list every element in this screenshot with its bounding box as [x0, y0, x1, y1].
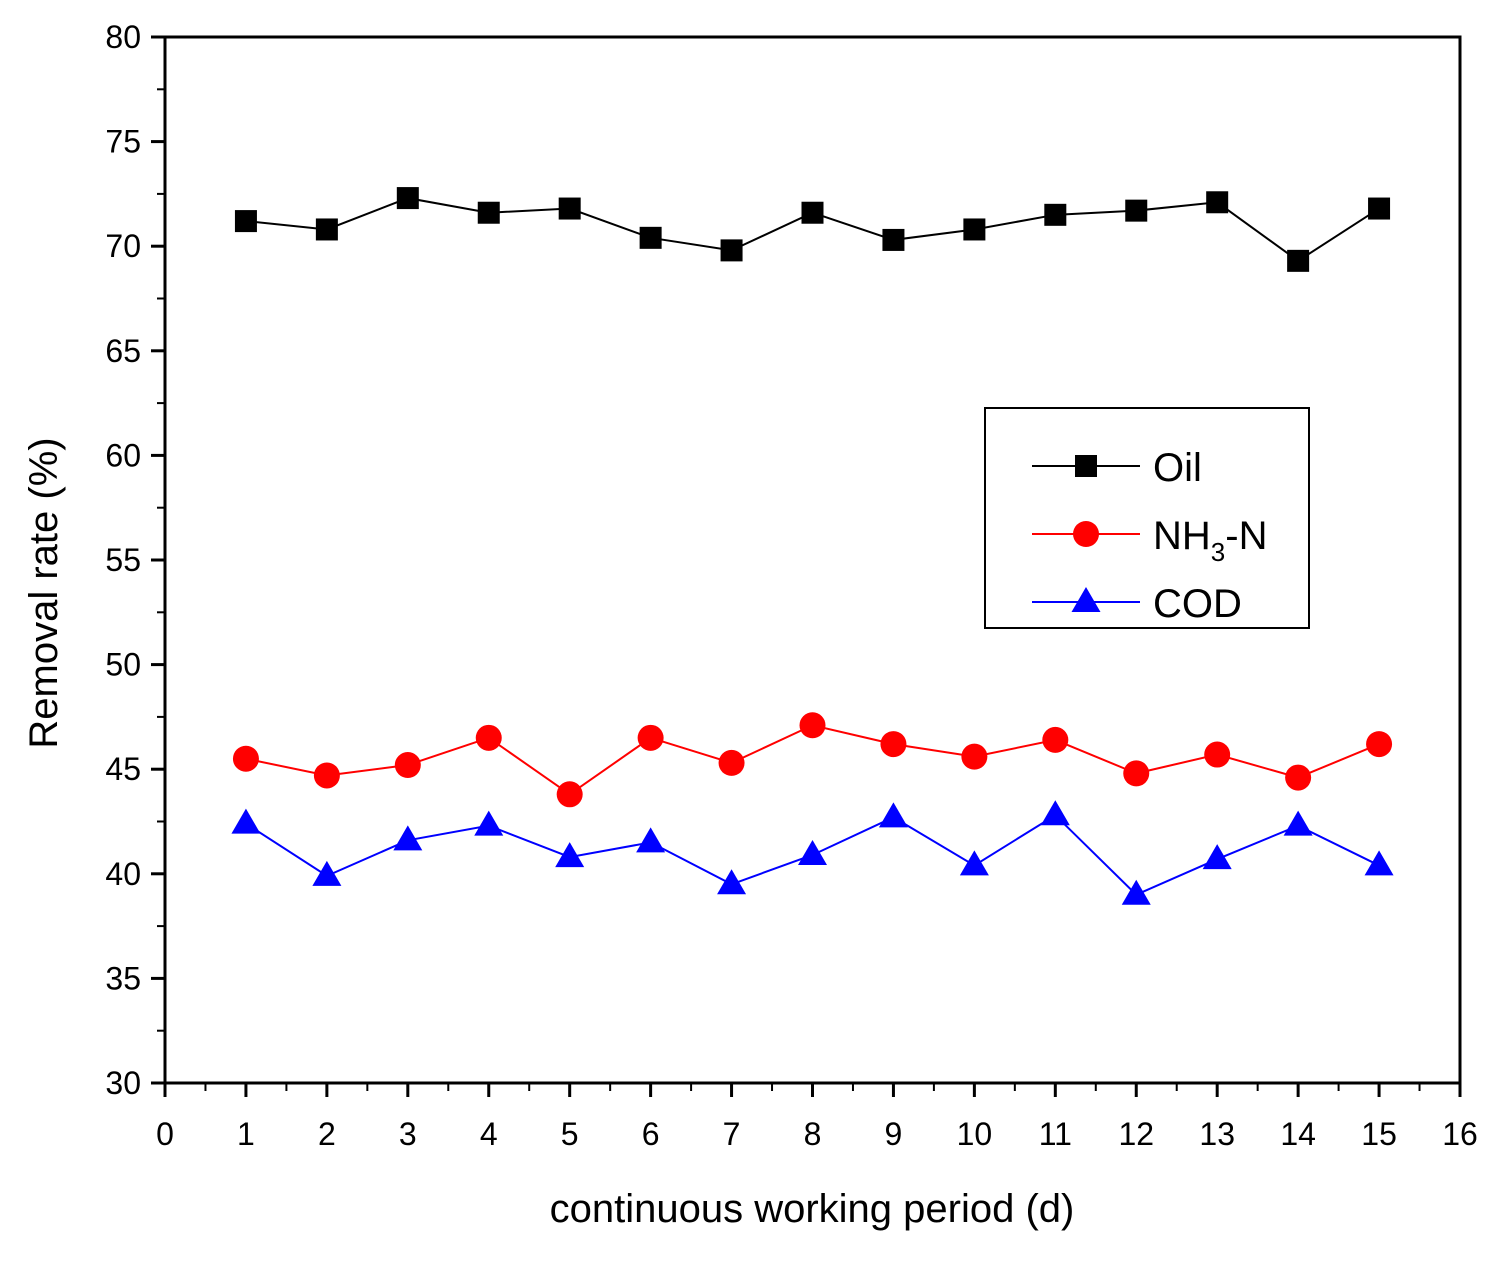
data-point-oil [1125, 199, 1148, 222]
legend-item-oil: Oil [1032, 446, 1202, 490]
legend-items: Oil NH3-N COD [1032, 446, 1267, 626]
data-point-nh3-n [475, 724, 502, 751]
legend-marker-cod [1071, 587, 1101, 612]
series-layer [231, 187, 1394, 905]
data-point-nh3-n [637, 724, 664, 751]
data-point-cod [1202, 844, 1232, 870]
data-point-nh3-n [1204, 741, 1231, 768]
data-point-nh3-n [799, 712, 826, 739]
legend: Oil NH3-N COD [984, 407, 1310, 629]
x-tick-label: 0 [156, 1116, 174, 1152]
legend-marker-nh3-n [1073, 521, 1099, 547]
data-point-oil [477, 201, 500, 224]
axis-tick-labels: 0 1 2 3 4 5 6 7 8 9 10 11 12 13 14 15 163035404550556065… [105, 19, 1477, 1152]
x-tick-label: 3 [399, 1116, 417, 1152]
data-point-cod [798, 839, 827, 865]
data-point-oil [720, 239, 743, 262]
legend-label-oil: Oil [1153, 446, 1202, 490]
data-point-cod [231, 808, 261, 834]
data-point-cod [393, 825, 423, 851]
data-point-oil [558, 197, 581, 220]
data-point-nh3-n [394, 752, 421, 779]
data-point-nh3-n [961, 743, 988, 770]
y-tick-label: 60 [105, 437, 141, 473]
data-point-cod [474, 810, 504, 836]
legend-label-nh3-n: NH3-N [1153, 514, 1267, 567]
data-point-oil [882, 228, 905, 251]
y-tick-label: 55 [105, 542, 141, 578]
data-point-cod [717, 869, 747, 895]
x-tick-label: 14 [1280, 1116, 1316, 1152]
y-tick-label: 65 [105, 333, 141, 369]
data-point-cod [1121, 879, 1151, 905]
data-point-cod [636, 827, 666, 853]
y-tick-label: 75 [105, 124, 141, 160]
legend-frame [984, 407, 1310, 629]
x-tick-label: 5 [561, 1116, 579, 1152]
data-point-cod [1040, 800, 1070, 826]
data-point-oil [1368, 197, 1391, 220]
data-point-oil [801, 201, 824, 224]
data-point-nh3-n [880, 731, 907, 758]
data-point-cod [878, 802, 908, 828]
x-axis-title: continuous working period (d) [550, 1187, 1075, 1231]
data-point-oil [1287, 249, 1310, 272]
data-point-oil [639, 226, 662, 249]
y-tick-label: 70 [105, 228, 141, 264]
y-tick-label: 35 [105, 960, 141, 996]
data-point-nh3-n [1366, 731, 1393, 758]
data-point-oil [315, 218, 338, 241]
x-tick-label: 16 [1442, 1116, 1478, 1152]
x-tick-label: 2 [318, 1116, 336, 1152]
series-cod [231, 800, 1394, 905]
data-point-nh3-n [1042, 726, 1069, 753]
data-point-cod [959, 850, 989, 876]
legend-item-nh3-n: NH3-N [1032, 514, 1267, 567]
x-tick-label: 13 [1199, 1116, 1235, 1152]
data-point-oil [396, 187, 419, 210]
x-tick-label: 4 [480, 1116, 498, 1152]
data-point-nh3-n [232, 745, 259, 772]
y-tick-label: 50 [105, 647, 141, 683]
x-tick-label: 10 [957, 1116, 993, 1152]
legend-label-main: NH [1153, 514, 1211, 558]
data-point-oil [1044, 203, 1067, 226]
data-point-nh3-n [1285, 764, 1312, 791]
data-point-nh3-n [313, 762, 340, 789]
legend-label-main: Oil [1153, 446, 1202, 490]
y-tick-label: 40 [105, 856, 141, 892]
data-point-cod [312, 860, 342, 886]
data-point-nh3-n [556, 781, 583, 808]
x-tick-label: 11 [1039, 1116, 1072, 1152]
x-tick-label: 1 [237, 1116, 255, 1152]
data-point-oil [1206, 191, 1229, 214]
y-tick-label: 45 [105, 751, 141, 787]
legend-label-cod: COD [1153, 582, 1242, 626]
y-axis-title: Removal rate (%) [22, 437, 66, 748]
y-tick-label: 80 [105, 19, 141, 55]
legend-marker-oil [1075, 455, 1097, 477]
x-tick-label: 7 [723, 1116, 741, 1152]
series-nh3-n [232, 712, 1393, 808]
data-point-cod [555, 842, 585, 868]
x-tick-label: 15 [1361, 1116, 1397, 1152]
x-tick-label: 12 [1118, 1116, 1154, 1152]
x-tick-label: 8 [804, 1116, 822, 1152]
axis-ticks [151, 35, 1462, 1097]
y-tick-label: 30 [105, 1065, 141, 1101]
data-point-oil [234, 210, 257, 233]
x-tick-label: 9 [885, 1116, 903, 1152]
data-point-cod [1364, 850, 1394, 876]
data-point-nh3-n [718, 749, 745, 776]
legend-item-cod: COD [1032, 582, 1242, 626]
series-oil [234, 187, 1391, 272]
data-point-nh3-n [1123, 760, 1150, 787]
legend-label-main: COD [1153, 582, 1242, 626]
data-point-oil [963, 218, 986, 241]
x-tick-label: 6 [642, 1116, 660, 1152]
data-point-cod [1283, 810, 1313, 836]
legend-label-subscript: 3 [1211, 537, 1225, 567]
legend-label-tail: -N [1225, 514, 1267, 558]
